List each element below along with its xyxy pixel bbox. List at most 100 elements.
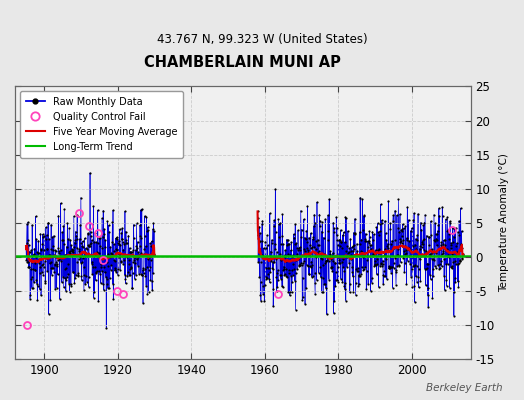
Point [60,206,69,212]
Point [302,228,310,234]
Point [444,254,453,260]
Point [412,263,421,270]
Point [53,257,62,264]
Point [365,238,373,245]
Point [24,219,32,226]
Point [260,255,269,262]
Point [394,246,402,253]
Point [147,251,155,258]
Point [318,256,326,262]
Point [261,282,269,288]
Point [394,196,402,202]
Point [145,253,154,259]
Point [332,232,341,238]
Point [32,277,40,283]
Point [24,237,32,243]
Point [443,228,451,234]
Point [74,272,83,278]
Point [459,251,467,258]
Point [415,266,423,272]
Point [84,284,93,290]
Point [412,236,420,242]
Point [270,258,279,265]
Point [121,208,129,214]
Point [383,243,391,249]
Point [355,273,364,280]
Point [148,226,157,232]
Point [49,252,58,258]
Point [129,258,137,265]
Point [40,264,49,270]
Point [332,276,340,283]
Point [131,260,139,266]
Point [54,212,63,219]
Point [92,269,100,276]
Point [342,297,350,304]
Point [133,256,141,262]
Point [66,248,74,254]
Point [390,245,398,251]
Point [258,283,267,290]
Point [427,232,435,238]
Point [254,259,263,265]
Point [449,225,457,231]
Point [397,227,406,233]
Point [414,274,422,281]
Point [275,234,283,240]
Point [73,236,81,242]
Point [395,262,403,268]
Point [272,288,281,294]
Point [419,246,428,253]
Point [139,300,147,306]
Point [130,254,139,260]
Point [328,253,336,259]
Point [383,248,391,254]
Point [125,272,133,278]
Point [102,255,110,261]
Point [46,252,54,258]
Point [34,249,42,256]
Point [403,204,411,210]
Point [79,238,87,244]
Point [392,281,400,288]
Point [365,234,374,240]
Point [311,280,319,286]
Point [130,276,139,282]
Point [430,212,438,218]
Point [373,256,381,262]
Point [25,264,34,270]
Point [428,246,436,252]
Point [88,270,96,277]
Point [272,274,280,280]
Point [88,237,96,244]
Point [114,272,122,278]
Point [57,254,66,261]
Point [99,281,107,288]
Point [281,247,289,253]
Point [414,284,423,290]
Point [37,246,45,252]
Point [107,267,115,273]
Point [61,265,70,271]
Point [450,288,458,295]
Point [95,268,103,274]
Point [391,255,400,262]
Point [122,236,130,243]
Point [53,263,61,269]
Point [29,252,37,259]
Point [76,222,84,228]
Point [29,251,38,258]
Point [78,258,86,265]
Point [451,278,460,285]
Point [81,250,90,256]
Point [55,255,63,262]
Point [132,247,140,253]
Point [288,267,297,273]
Point [23,240,31,246]
Point [356,272,364,279]
Point [422,232,431,239]
Point [450,312,458,319]
Point [408,266,416,273]
Point [390,260,398,266]
Point [365,228,374,234]
